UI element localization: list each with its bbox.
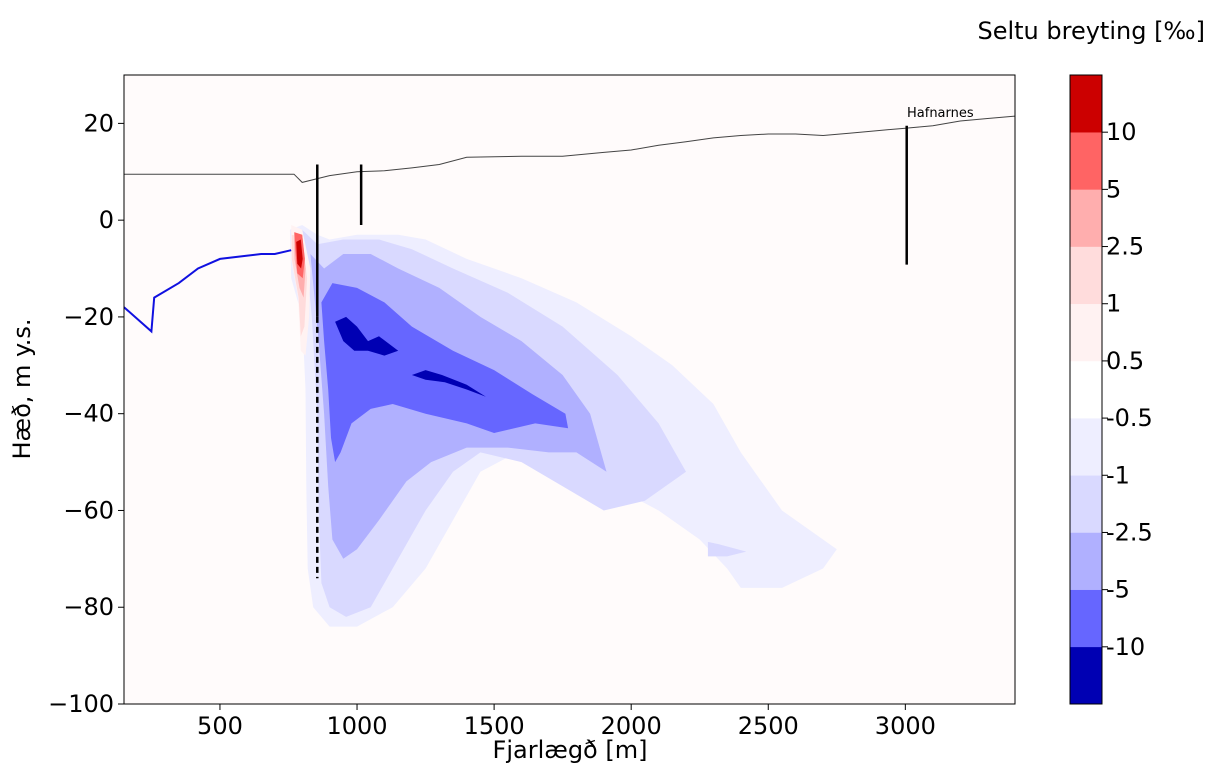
colorbar-segment	[1070, 75, 1102, 133]
colorbar-tick-label: -2.5	[1106, 518, 1153, 546]
contour-region	[411, 370, 486, 397]
plot-area: Hafnarnes	[123, 74, 1016, 705]
colorbar-tick-label: -5	[1106, 576, 1130, 604]
colorbar-segment	[1070, 589, 1102, 648]
contour-layer	[289, 225, 837, 627]
x-tick-label: 2500	[738, 712, 799, 740]
x-tick-label: 1500	[464, 712, 525, 740]
contour-region	[707, 541, 747, 557]
colorbar-tick-label: 1	[1106, 290, 1121, 318]
contour-region	[321, 283, 569, 463]
colorbar-segment	[1070, 418, 1102, 476]
plot-frame	[123, 74, 1016, 705]
x-tick-label: 3000	[875, 712, 936, 740]
ground-surface-line	[124, 115, 1015, 183]
y-axis-label: Hæð, m y.s.	[8, 318, 36, 459]
colorbar-tick-label: 2.5	[1106, 233, 1144, 261]
colorbar-segment	[1070, 132, 1102, 190]
colorbar-tick-label: -0.5	[1106, 404, 1153, 432]
contour-region	[335, 316, 399, 356]
y-tick-label: 0	[99, 206, 114, 234]
colorbar-segment	[1070, 360, 1102, 419]
well-annotation: Hafnarnes	[907, 106, 974, 121]
colorbar-tick-label: -1	[1106, 461, 1130, 489]
y-tick-label: −20	[63, 303, 114, 331]
colorbar: -10 -5 -2.5 -1 -0.5 0.5 1 2.5 5 10	[1069, 74, 1153, 705]
colorbar-title: Seltu breyting [‰]	[977, 17, 1205, 45]
y-tick-label: −80	[63, 593, 114, 621]
x-axis: 500 1000 1500 2000 2500 3000	[197, 704, 936, 740]
y-tick-label: 20	[83, 109, 114, 137]
colorbar-tick-label: 5	[1106, 175, 1121, 203]
colorbar-segment	[1070, 189, 1102, 247]
y-tick-label: −40	[63, 400, 114, 428]
x-axis-label: Fjarlægð [m]	[493, 736, 648, 764]
colorbar-tick-label: 0.5	[1106, 347, 1144, 375]
colorbar-frame	[1069, 74, 1103, 705]
sea-floor-line	[124, 249, 292, 334]
y-tick-label: −100	[48, 690, 114, 718]
x-tick-label: 500	[197, 712, 243, 740]
x-tick-label: 1000	[326, 712, 387, 740]
contour-region	[296, 239, 303, 269]
colorbar-tick-label: 10	[1106, 118, 1137, 146]
colorbar-segment	[1070, 532, 1102, 590]
colorbar-segment	[1070, 475, 1102, 533]
y-axis: −100 −80 −60 −40 −20 0 20	[48, 109, 124, 718]
x-tick-label: 2000	[601, 712, 662, 740]
colorbar-tick-label: -10	[1106, 633, 1145, 661]
y-tick-label: −60	[63, 496, 114, 524]
colorbar-segment	[1070, 246, 1102, 305]
colorbar-segment	[1070, 303, 1102, 362]
colorbar-segment	[1070, 646, 1102, 705]
line-layer	[124, 115, 1015, 579]
